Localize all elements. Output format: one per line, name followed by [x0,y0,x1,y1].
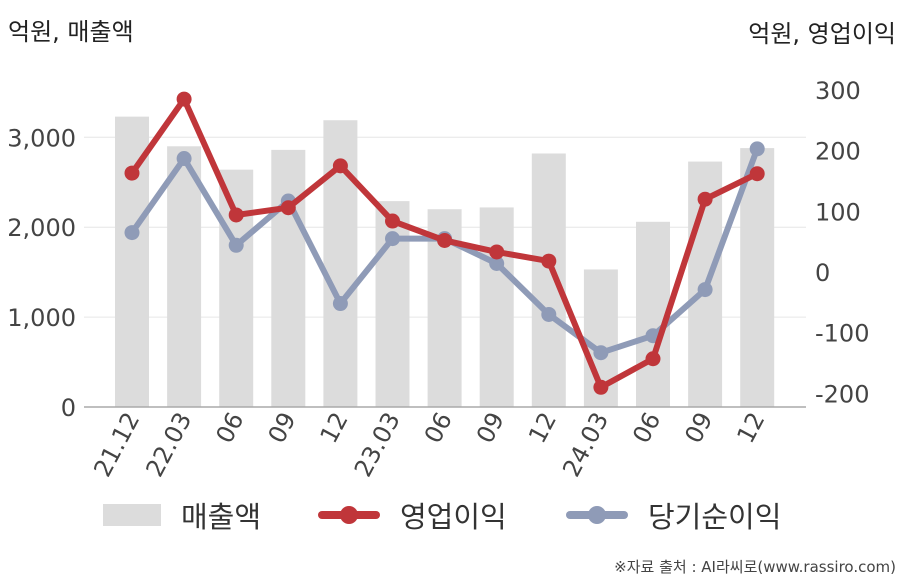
point-operating-profit-10 [645,351,661,367]
bar-revenue-7 [479,207,514,407]
bar-revenue-2 [219,169,254,407]
bar-revenue-3 [271,149,306,408]
left-tick-label: 2,000 [7,214,76,242]
legend-item-net-income: 당기순이익 [566,490,781,540]
right-tick-label: -200 [815,380,869,408]
x-tick-label: 09 [471,408,510,448]
point-operating-profit-6 [437,232,453,248]
right-y-axis: -200 -100 0 100 200 300 [815,77,869,408]
point-operating-profit-12 [749,166,765,182]
point-net-income-8 [541,306,557,322]
source-credit: ※자료 출처 : AI라씨로(www.rassiro.com) [614,558,896,576]
legend-label-operating-profit: 영업이익 [400,500,507,534]
right-tick-label: -100 [815,320,869,348]
point-operating-profit-7 [489,244,505,260]
legend-label-revenue: 매출액 [181,500,262,534]
point-net-income-5 [385,231,400,247]
legend-swatch-revenue [103,504,161,526]
point-operating-profit-4 [332,158,348,174]
point-net-income-12 [749,141,765,157]
left-tick-label: 0 [61,394,76,422]
legend-label-net-income: 당기순이익 [648,500,782,534]
x-tick-label: 09 [679,408,718,448]
bar-revenue-1 [167,146,202,408]
line-series [124,91,765,395]
x-tick-label: 22.03 [140,408,197,482]
x-tick-label: 21.12 [88,408,145,482]
point-operating-profit-11 [697,191,713,207]
bar-revenue-0 [115,116,149,408]
point-net-income-4 [332,296,348,312]
right-tick-label: 100 [815,198,861,226]
x-tick-label: 12 [315,408,354,448]
point-net-income-11 [697,282,713,298]
bar-revenue-8 [531,153,566,407]
x-tick-label: 12 [731,408,770,448]
bar-revenue-12 [740,148,775,407]
point-operating-profit-9 [593,379,609,395]
left-y-axis: 0 1,000 2,000 3,000 [7,124,76,422]
point-net-income-1 [176,151,192,167]
point-net-income-0 [124,225,140,241]
x-tick-label: 24.03 [557,408,614,482]
point-operating-profit-3 [280,200,296,216]
x-tick-label: 06 [419,408,458,448]
point-operating-profit-1 [176,91,192,107]
left-tick-label: 3,000 [7,124,76,152]
bar-series [115,116,775,408]
right-axis-unit: 억원, 영업이익 [748,20,896,48]
right-tick-label: 300 [815,77,861,105]
right-tick-label: 0 [815,259,830,287]
point-operating-profit-2 [228,207,244,223]
legend-swatch-operating-profit [318,504,380,526]
point-operating-profit-0 [124,165,140,181]
point-operating-profit-8 [541,253,557,269]
x-tick-label: 12 [523,408,562,448]
point-net-income-2 [228,237,244,253]
legend-item-revenue: 매출액 [103,490,261,540]
x-tick-label: 06 [210,408,249,448]
left-tick-label: 1,000 [7,304,76,332]
x-tick-label: 23.03 [349,408,406,482]
legend-item-operating-profit: 영업이익 [318,490,507,540]
point-operating-profit-5 [385,213,400,229]
legend: 매출액 영업이익 당기순이익 [0,490,908,540]
left-axis-unit: 억원, 매출액 [8,18,134,46]
x-tick-label: 09 [263,408,302,448]
x-tick-label: 06 [627,408,666,448]
right-tick-label: 200 [815,138,861,166]
legend-swatch-net-income [566,504,628,526]
point-net-income-9 [593,345,609,361]
point-net-income-7 [489,256,505,272]
